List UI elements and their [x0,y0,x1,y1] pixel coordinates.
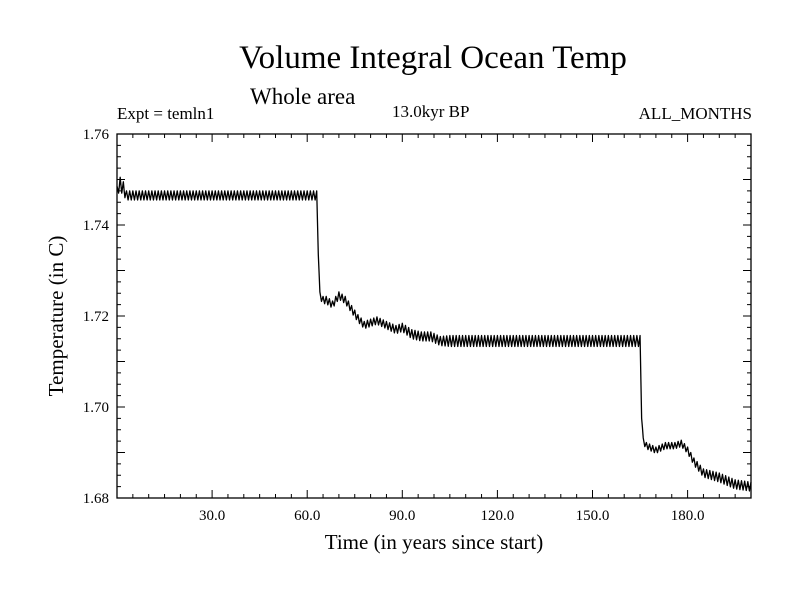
y-tick-label: 1.74 [83,218,110,234]
y-tick-label: 1.70 [83,400,109,416]
x-tick-label: 90.0 [389,508,415,524]
x-axis-label: Time (in years since start) [325,530,544,554]
chart-subtitle: Whole area [250,84,356,109]
tick-label-group: 30.0 60.0 90.0 120.0 150.0 180.0 1.68 1.70 1.72 1… [83,127,705,524]
period-label: 13.0kyr BP [392,102,470,121]
y-tick-label: 1.76 [83,127,110,143]
plot-frame [116,133,752,499]
series-group [116,176,752,492]
x-tick-label: 120.0 [481,508,515,524]
chart-title: Volume Integral Ocean Temp [239,40,627,76]
months-label: ALL_MONTHS [638,104,752,123]
x-tick-label: 60.0 [294,508,320,524]
series-line [116,176,752,492]
y-tick-label: 1.68 [83,491,109,507]
x-tick-label: 30.0 [199,508,225,524]
x-tick-label: 150.0 [576,508,610,524]
y-axis-label: Temperature (in C) [44,236,68,397]
x-tick-label: 180.0 [671,508,705,524]
tick-group [117,134,751,498]
y-tick-label: 1.72 [83,309,109,325]
experiment-label: Expt = temln1 [117,104,215,123]
